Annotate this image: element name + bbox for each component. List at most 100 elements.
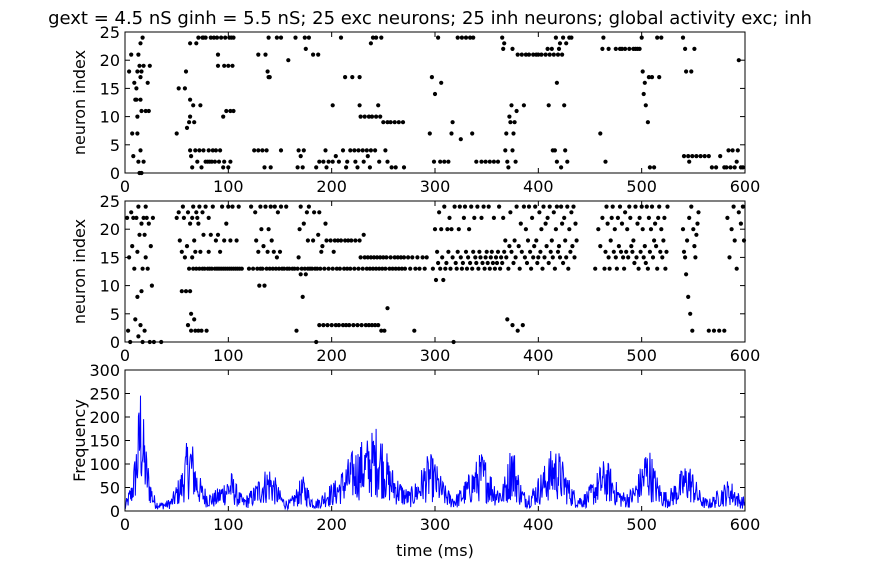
spike-point xyxy=(623,210,628,215)
spike-point xyxy=(481,204,486,209)
y-tick-label: 100 xyxy=(89,455,120,474)
spike-point xyxy=(253,210,258,215)
spike-point xyxy=(460,260,465,266)
spike-point xyxy=(352,148,357,153)
spike-point xyxy=(614,266,620,271)
spike-point xyxy=(188,114,193,119)
spike-point xyxy=(689,69,694,74)
spike-point xyxy=(565,204,570,209)
spike-point xyxy=(143,204,148,209)
spike-point xyxy=(277,249,283,254)
spike-point xyxy=(706,328,711,333)
spike-point xyxy=(212,159,217,164)
spike-point xyxy=(553,35,559,40)
spike-point xyxy=(191,103,196,108)
spike-point xyxy=(300,294,305,299)
x-tick-label: 200 xyxy=(316,515,347,534)
spike-point xyxy=(629,244,634,249)
spike-point xyxy=(189,328,194,333)
spike-point xyxy=(192,120,197,125)
spike-point xyxy=(456,227,461,232)
spike-point xyxy=(429,75,434,80)
spike-point xyxy=(268,204,273,209)
spike-point xyxy=(657,204,662,209)
spike-point xyxy=(210,204,215,209)
spike-point xyxy=(208,35,213,40)
spike-point xyxy=(637,215,642,220)
spike-point xyxy=(195,159,200,164)
spike-point xyxy=(569,210,574,215)
spike-point xyxy=(627,204,632,209)
x-tick-label: 500 xyxy=(626,346,657,365)
spike-point xyxy=(497,204,502,209)
spike-point xyxy=(503,148,508,153)
spike-point xyxy=(265,249,270,254)
spike-point xyxy=(338,35,344,40)
spike-point xyxy=(143,255,148,260)
spike-point xyxy=(449,227,454,232)
spike-point xyxy=(220,204,225,209)
spike-point xyxy=(138,323,143,328)
spike-point xyxy=(680,35,686,40)
spike-point xyxy=(636,266,641,271)
spike-point xyxy=(467,227,472,232)
x-tick-label: 0 xyxy=(120,515,130,534)
x-axis-label: time (ms) xyxy=(396,541,474,560)
spike-point xyxy=(249,204,254,209)
spike-point xyxy=(495,249,501,254)
spike-point xyxy=(488,255,493,260)
spike-point xyxy=(211,35,216,40)
spike-point xyxy=(381,255,386,260)
spike-point xyxy=(731,204,736,209)
spike-point xyxy=(184,125,190,130)
spike-point xyxy=(523,227,529,232)
spike-point xyxy=(541,204,546,209)
spike-point xyxy=(321,323,326,328)
spike-point xyxy=(656,215,661,220)
spike-point xyxy=(362,255,367,260)
spike-point xyxy=(340,323,346,328)
spike-point xyxy=(367,266,372,271)
spike-point xyxy=(298,204,303,209)
spike-point xyxy=(131,215,136,220)
spike-point xyxy=(362,114,367,119)
frequency-line xyxy=(124,395,746,511)
spike-point xyxy=(127,69,132,74)
spike-point xyxy=(200,210,205,215)
spike-point xyxy=(296,148,301,153)
spike-point xyxy=(486,204,491,209)
spike-point xyxy=(476,266,481,271)
spike-point xyxy=(658,249,663,254)
spike-point xyxy=(148,244,153,249)
spike-point xyxy=(298,272,303,277)
spike-point xyxy=(647,165,653,170)
spike-point xyxy=(520,323,525,328)
y-tick-label: 0 xyxy=(110,502,120,521)
spike-point xyxy=(228,238,233,243)
spike-point xyxy=(177,238,182,243)
spike-point xyxy=(472,215,477,220)
spike-point xyxy=(134,215,139,220)
spike-point xyxy=(466,255,471,260)
spike-point xyxy=(523,52,529,57)
spike-point xyxy=(512,238,517,243)
spike-point xyxy=(192,317,197,322)
spike-point xyxy=(526,52,532,57)
spike-point xyxy=(320,244,325,249)
spike-point xyxy=(463,249,469,254)
spike-point xyxy=(461,215,466,220)
spike-point xyxy=(412,328,417,333)
raster-points xyxy=(125,204,747,345)
spike-point xyxy=(322,266,327,271)
spike-point xyxy=(133,317,138,322)
spike-point xyxy=(258,204,263,209)
spike-point xyxy=(268,165,273,170)
spike-point xyxy=(192,238,197,243)
spike-point xyxy=(144,215,149,220)
inh-raster-panel: 0 100 200 300 400 500 600 0 5 10 15 20 25 neuron inde… xyxy=(70,192,760,365)
spike-point xyxy=(334,266,339,271)
spike-point xyxy=(379,35,384,40)
spike-point xyxy=(600,46,605,52)
spike-point xyxy=(271,249,276,254)
